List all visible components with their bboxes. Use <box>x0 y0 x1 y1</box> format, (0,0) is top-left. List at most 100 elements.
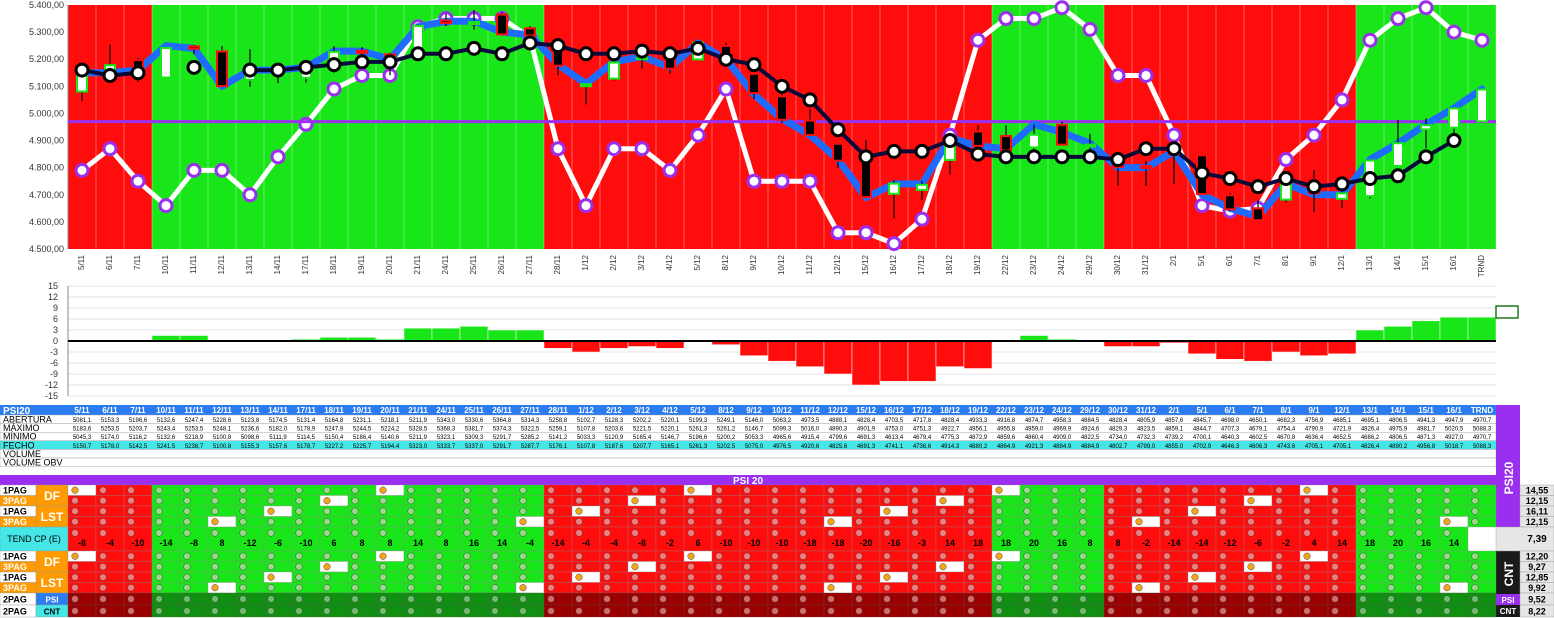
pag2-dot <box>1331 595 1339 603</box>
pag2-dot <box>1051 595 1059 603</box>
signal-dot <box>1023 573 1031 581</box>
signal-dot <box>407 552 415 560</box>
signal-dot <box>1051 507 1059 515</box>
candle-body <box>216 50 228 88</box>
signal-dot <box>715 518 723 526</box>
signal-dot <box>407 584 415 592</box>
tend-dot <box>631 529 639 537</box>
signal-dot <box>519 552 527 560</box>
signal-dot <box>575 584 583 592</box>
signal-dot <box>939 518 947 526</box>
date-tick-label: 18/11 <box>329 254 338 274</box>
signal-dot <box>575 573 583 581</box>
signal-dot <box>1387 518 1395 526</box>
table-cell: 5202,5 <box>717 444 736 450</box>
signal-dot <box>1107 507 1115 515</box>
signal-dot <box>1191 563 1199 571</box>
candle-body <box>160 46 172 79</box>
signal-dot <box>1471 518 1479 526</box>
table-header-date: 17/12 <box>912 406 933 415</box>
table-cell: 4636,4 <box>1305 435 1324 441</box>
table-cell: 4705,1 <box>1333 444 1352 450</box>
pag2-value: 8,22 <box>1528 607 1546 617</box>
table-cell: 5045,3 <box>73 435 92 441</box>
date-tick-label: 10/12 <box>777 254 786 275</box>
signal-dot <box>1079 497 1087 505</box>
table-cell: 4914,3 <box>941 444 960 450</box>
signal-dot <box>1135 552 1143 560</box>
signal-dot <box>295 584 303 592</box>
date-axis: 5/11 6/11 7/11 10/11 11/11 12/11 13/11 14/11 17/… <box>77 254 1486 277</box>
signal-dot <box>71 584 79 592</box>
signal-dot <box>1135 507 1143 515</box>
signal-dot <box>351 563 359 571</box>
signal-dot <box>1079 573 1087 581</box>
pag2-dot <box>631 607 639 615</box>
signal-dot <box>855 507 863 515</box>
signal-dot <box>1163 552 1171 560</box>
table-cell: 5314,3 <box>521 418 540 424</box>
pag2-dot <box>463 595 471 603</box>
table-header-date: 7/1 <box>1252 406 1264 415</box>
navy-series-point <box>1054 149 1070 165</box>
table-cell: 5174,5 <box>269 418 288 424</box>
table-cell: 4826,4 <box>1361 427 1380 433</box>
table-cell: 5146,7 <box>745 427 764 433</box>
signal-dot <box>211 518 219 526</box>
signal-dot <box>799 507 807 515</box>
signal-dot <box>1163 563 1171 571</box>
background-band <box>852 5 880 249</box>
table-cell: 5291,7 <box>493 435 512 441</box>
signal-dot <box>1247 552 1255 560</box>
signal-dot <box>323 552 331 560</box>
pag2-dot <box>939 595 947 603</box>
signal-dot <box>1135 486 1143 494</box>
navy-series-point <box>942 133 958 149</box>
signal-dot <box>827 518 835 526</box>
signal-dot <box>547 507 555 515</box>
signal-dot <box>743 486 751 494</box>
table-cell: 4956,1 <box>969 427 988 433</box>
signal-dot <box>715 486 723 494</box>
signal-dot <box>967 497 975 505</box>
white-series-point <box>1362 32 1378 48</box>
table-cell: 4901,9 <box>857 427 876 433</box>
navy-series-point <box>634 43 650 59</box>
signal-dot <box>883 552 891 560</box>
pag2-dot <box>351 595 359 603</box>
signal-dot <box>407 518 415 526</box>
momentum-bar <box>1467 316 1497 342</box>
signal-dot <box>1051 486 1059 494</box>
pag2-dot <box>491 607 499 615</box>
background-band <box>1132 5 1160 249</box>
signal-dot <box>1415 486 1423 494</box>
signal-dot <box>519 584 527 592</box>
table-cell: 5236,6 <box>241 427 260 433</box>
white-series-point <box>578 198 594 214</box>
signal-dot <box>1191 573 1199 581</box>
pag2-dot <box>911 607 919 615</box>
signal-dot <box>575 507 583 515</box>
signal-dot <box>771 518 779 526</box>
table-cell: 4685,1 <box>1333 418 1352 424</box>
signal-dot <box>1359 584 1367 592</box>
signal-dot <box>1415 552 1423 560</box>
table-cell: 5150,4 <box>325 435 344 441</box>
tend-dot <box>659 529 667 537</box>
pag2-dot <box>771 607 779 615</box>
candle-body <box>888 182 900 195</box>
table-cell: 4650,1 <box>1249 418 1268 424</box>
date-tick-label: 17/12 <box>917 254 926 275</box>
price-axis: 4.500,00 4.600,00 4.700,00 4.800,00 4.900,00… <box>29 0 69 254</box>
date-tick-label: 11/12 <box>805 254 814 274</box>
section-title: PSI 20 <box>733 476 763 487</box>
navy-series-point <box>270 62 286 78</box>
momentum-bar <box>963 340 993 369</box>
pag2-dot <box>715 595 723 603</box>
signal-dot <box>127 584 135 592</box>
table-cell: 5178,7 <box>297 444 316 450</box>
pag2-dot <box>267 595 275 603</box>
signal-dot <box>939 573 947 581</box>
tend-value: -2 <box>1142 538 1150 548</box>
table-header-date: 11/11 <box>184 406 204 415</box>
